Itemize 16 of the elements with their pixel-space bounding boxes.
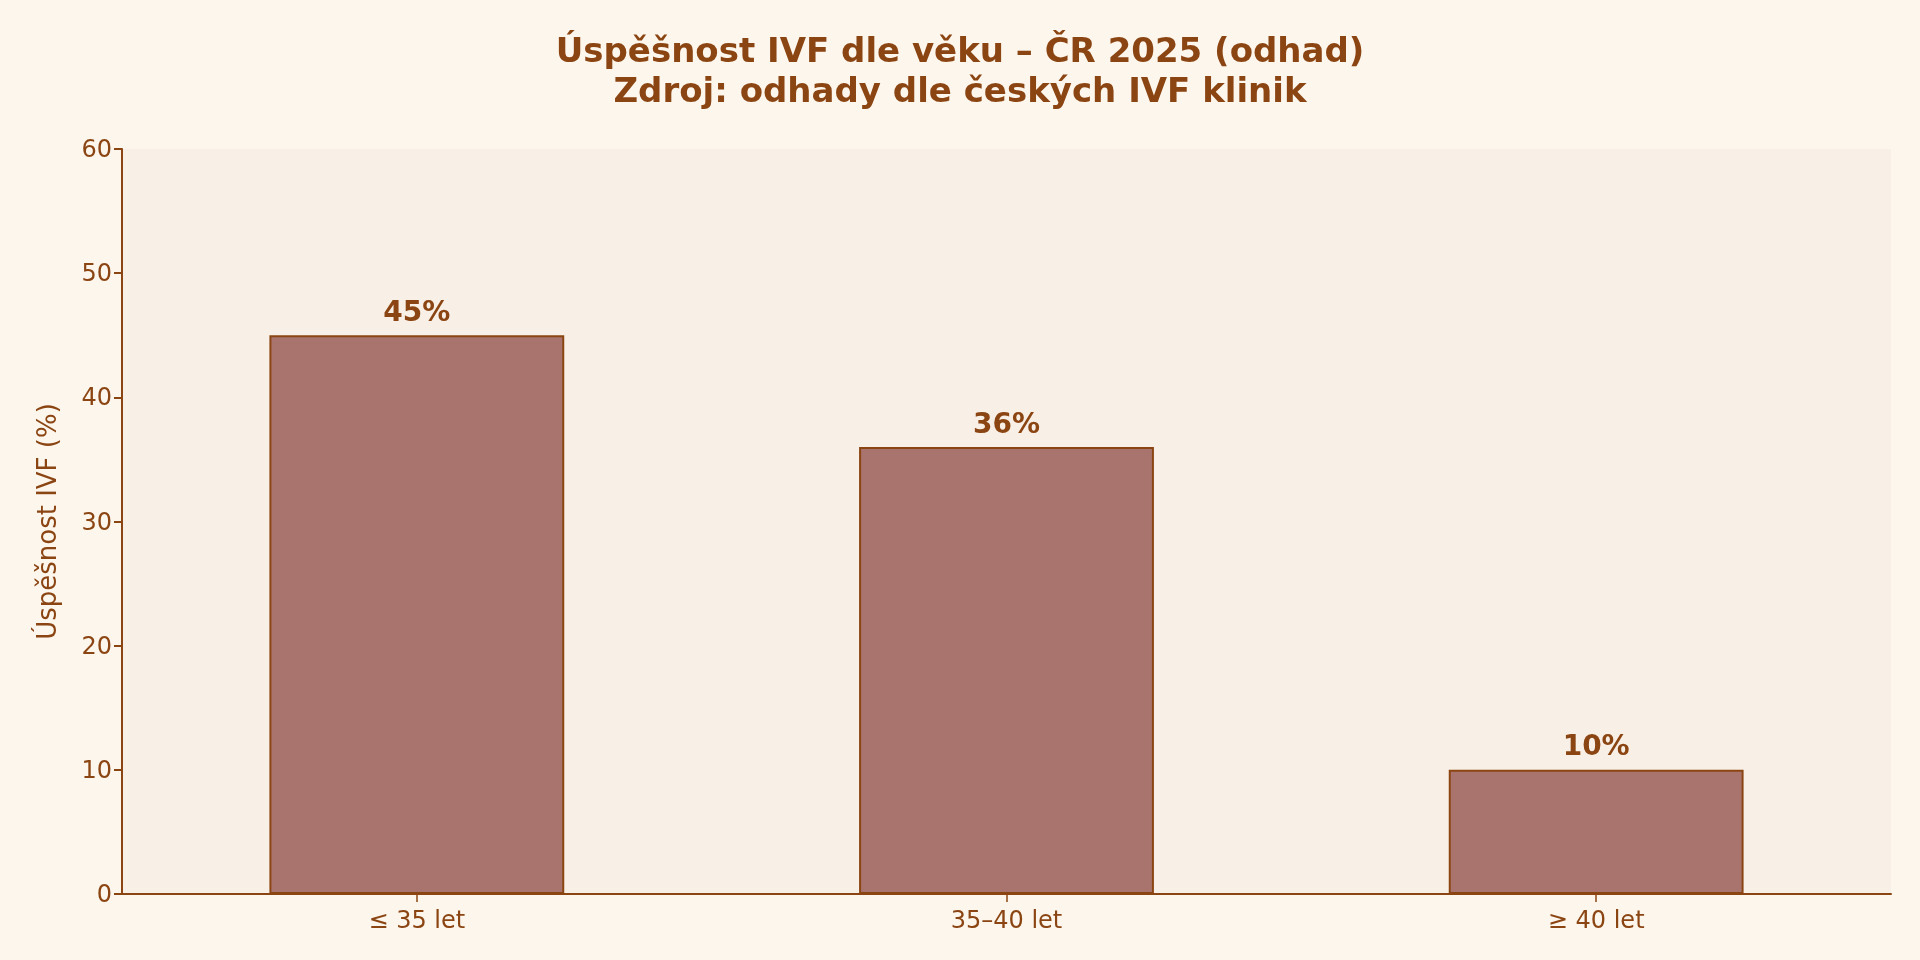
- y-tick-label: 10: [81, 755, 112, 784]
- data-label: 10%: [1562, 729, 1630, 763]
- chart-title: Úspěšnost IVF dle věku – ČR 2025 (odhad): [555, 30, 1365, 70]
- y-axis-title: Úspěšnost IVF (%): [31, 403, 62, 640]
- y-tick-label: 40: [81, 383, 112, 412]
- data-label: 45%: [383, 294, 451, 328]
- x-tick-label: 35–40 let: [950, 906, 1063, 934]
- y-tick-label: 20: [81, 631, 112, 660]
- data-label: 36%: [972, 406, 1041, 440]
- y-tick-label: 30: [81, 507, 112, 536]
- x-tick-label: ≥ 40 let: [1547, 906, 1645, 934]
- y-tick-label: 50: [81, 259, 112, 288]
- chart-subtitle: Zdroj: odhady dle českých IVF klinik: [613, 70, 1308, 110]
- y-tick-label: 60: [81, 135, 112, 163]
- x-tick-label: ≤ 35 let: [368, 906, 466, 934]
- y-tick-label: 0: [96, 880, 112, 908]
